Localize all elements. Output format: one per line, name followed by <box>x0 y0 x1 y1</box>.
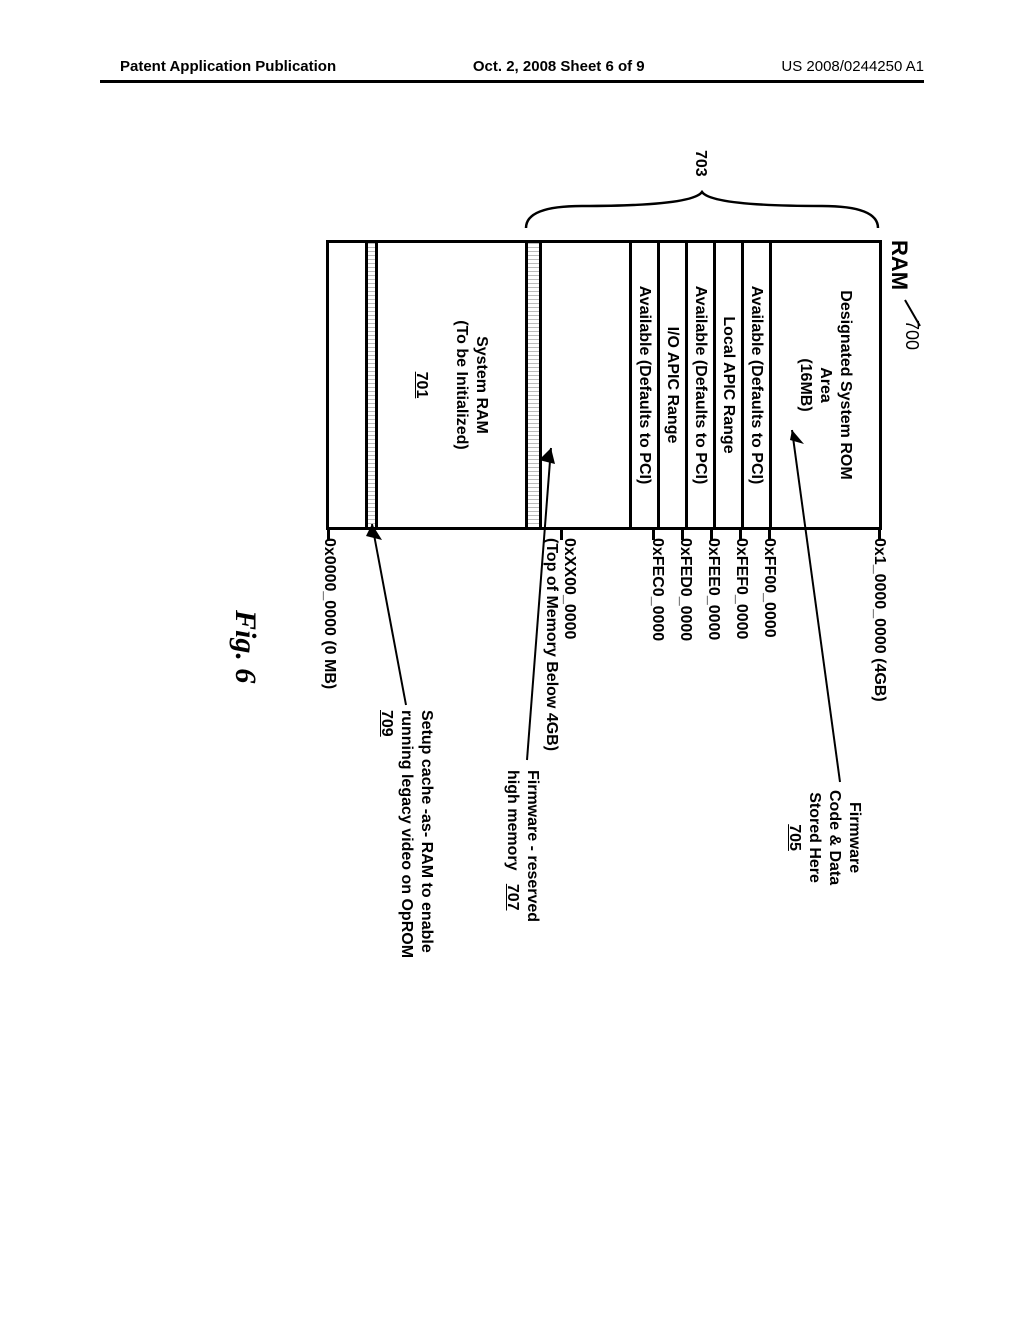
addr-fef0: 0xFEF0_0000 <box>732 538 750 639</box>
region-available-pci-1: Available (Defaults to PCI) <box>741 243 769 527</box>
annot-ref-709: 709 <box>378 710 395 737</box>
header-left: Patent Application Publication <box>120 58 336 75</box>
region-label: Available (Defaults to PCI) <box>747 286 767 485</box>
region-cache-as-ram <box>365 243 375 527</box>
annot-ref-707: 707 <box>504 884 521 911</box>
region-label: Local APIC Range <box>719 316 739 453</box>
addr-fed0: 0xFED0_0000 <box>676 538 694 641</box>
curly-brace-icon <box>522 188 882 238</box>
region-label: Available (Defaults to PCI) <box>635 286 655 485</box>
figure-caption: Fig. 6 <box>228 610 262 683</box>
system-ram-ref: 701 <box>414 372 431 399</box>
arrow-707 <box>517 430 557 770</box>
region-system-ram: System RAM(To be Initialized) 701 <box>375 243 525 527</box>
arrow-705 <box>772 410 852 790</box>
annot-ref-705: 705 <box>786 824 803 851</box>
region-available-pci-3: Available (Defaults to PCI) <box>629 243 657 527</box>
addr-0mb: 0x0000_0000 (0 MB) <box>320 538 338 689</box>
brace-label-703: 703 <box>690 150 710 177</box>
system-ram-text: System RAM(To be Initialized) <box>434 320 491 449</box>
header-rule <box>100 80 924 83</box>
ref-700: 700 <box>901 320 922 350</box>
header-right: US 2008/0244250 A1 <box>781 58 924 75</box>
page-header: Patent Application Publication Oct. 2, 2… <box>0 58 1024 75</box>
addr-4gb: 0x1_0000_0000 (4GB) <box>870 538 888 702</box>
region-local-apic: Local APIC Range <box>713 243 741 527</box>
ram-title: RAM <box>886 240 912 290</box>
annot-cache-as-ram: Setup cache -as- RAM to enablerunning le… <box>376 710 436 958</box>
annot-firmware-reserved: Firmware - reservedhigh memory 707 <box>502 770 542 922</box>
region-label: System RAM(To be Initialized) 701 <box>412 320 492 449</box>
region-label: Available (Defaults to PCI) <box>691 286 711 485</box>
annot-text: Setup cache -as- RAM to enablerunning le… <box>398 710 435 958</box>
figure-wrapper: RAM 700 703 Designated System ROMArea(16… <box>112 110 912 1210</box>
arrow-709 <box>362 510 412 710</box>
addr-fee0: 0xFEE0_0000 <box>704 538 722 640</box>
region-label: I/O APIC Range <box>663 327 683 444</box>
annot-text: FirmwareCode & DataStored Here <box>806 790 863 885</box>
region-io-apic: I/O APIC Range <box>657 243 685 527</box>
region-available-pci-2: Available (Defaults to PCI) <box>685 243 713 527</box>
header-center: Oct. 2, 2008 Sheet 6 of 9 <box>473 58 645 75</box>
annot-firmware-code-data: FirmwareCode & DataStored Here 705 <box>784 790 864 885</box>
addr-fec0: 0xFEC0_0000 <box>648 538 666 641</box>
region-bottom <box>329 243 365 527</box>
